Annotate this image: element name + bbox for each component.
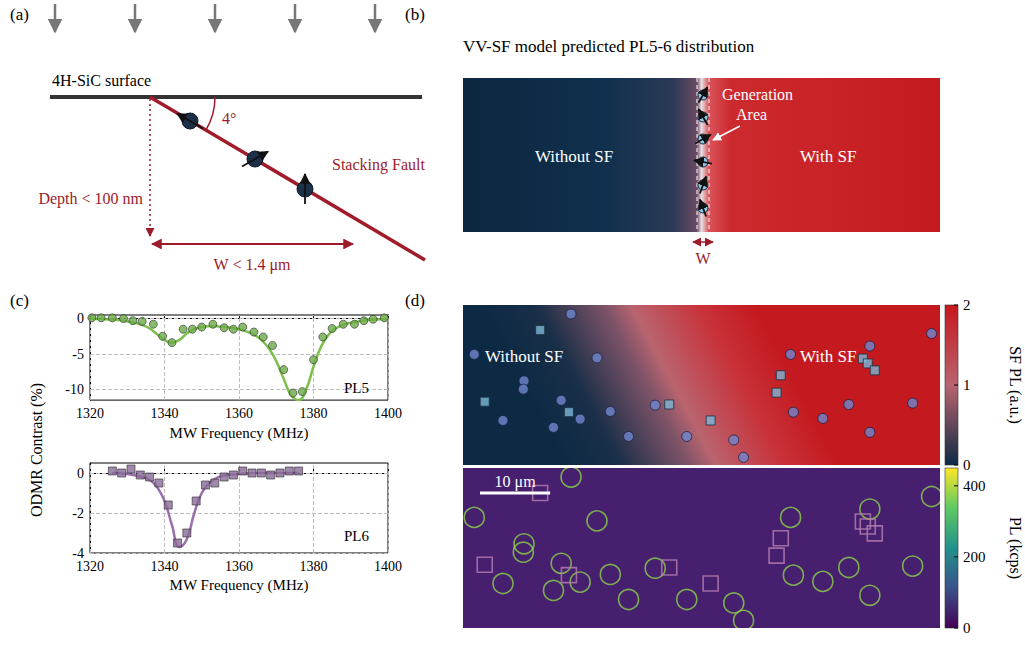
svg-text:2: 2 xyxy=(963,297,971,313)
svg-text:0: 0 xyxy=(963,620,971,636)
svg-text:PL5: PL5 xyxy=(344,380,369,396)
svg-text:1340: 1340 xyxy=(151,559,179,574)
svg-text:Without SF: Without SF xyxy=(535,147,613,166)
svg-text:-5: -5 xyxy=(72,347,84,362)
svg-text:10 μm: 10 μm xyxy=(495,473,537,491)
svg-text:(d): (d) xyxy=(405,291,425,310)
svg-text:200: 200 xyxy=(963,549,986,565)
svg-text:VV-SF model predicted PL5-6 di: VV-SF model predicted PL5-6 distribution xyxy=(463,37,755,56)
svg-text:Area: Area xyxy=(736,106,767,123)
svg-text:Stacking Fault: Stacking Fault xyxy=(332,156,425,174)
svg-text:With SF: With SF xyxy=(800,147,856,166)
svg-text:4°: 4° xyxy=(222,110,236,127)
svg-text:1380: 1380 xyxy=(300,406,328,421)
svg-text:ODMR Contrast (%): ODMR Contrast (%) xyxy=(28,383,46,517)
svg-text:1320: 1320 xyxy=(76,406,104,421)
svg-text:1340: 1340 xyxy=(151,406,179,421)
svg-text:PL6: PL6 xyxy=(344,528,370,544)
svg-text:(a): (a) xyxy=(10,5,29,24)
svg-text:-4: -4 xyxy=(72,545,84,561)
svg-text:With SF: With SF xyxy=(800,347,856,366)
svg-text:Depth < 100 nm: Depth < 100 nm xyxy=(38,190,143,208)
svg-text:-2: -2 xyxy=(72,506,84,521)
svg-text:-10: -10 xyxy=(65,382,84,397)
svg-text:1360: 1360 xyxy=(225,406,253,421)
svg-text:4H-SiC surface: 4H-SiC surface xyxy=(52,72,151,89)
svg-text:1320: 1320 xyxy=(76,559,104,574)
svg-text:W: W xyxy=(695,250,711,267)
svg-text:1360: 1360 xyxy=(225,559,253,574)
svg-text:SF PL (a.u.): SF PL (a.u.) xyxy=(1006,346,1024,424)
svg-text:Without SF: Without SF xyxy=(485,347,563,366)
svg-text:MW Frequency (MHz): MW Frequency (MHz) xyxy=(170,577,309,594)
svg-text:1400: 1400 xyxy=(374,406,402,421)
svg-text:0: 0 xyxy=(963,457,971,473)
svg-text:1380: 1380 xyxy=(300,559,328,574)
svg-text:(b): (b) xyxy=(405,5,425,24)
svg-text:MW Frequency (MHz): MW Frequency (MHz) xyxy=(170,425,309,442)
svg-text:PL (kcps): PL (kcps) xyxy=(1006,517,1024,579)
svg-text:W < 1.4 μm: W < 1.4 μm xyxy=(214,256,291,274)
svg-text:1: 1 xyxy=(963,377,971,393)
svg-text:(c): (c) xyxy=(10,291,29,310)
svg-text:400: 400 xyxy=(963,478,986,494)
svg-text:1400: 1400 xyxy=(374,559,402,574)
svg-text:Generation: Generation xyxy=(722,86,793,103)
svg-text:0: 0 xyxy=(77,311,84,326)
svg-text:0: 0 xyxy=(77,466,84,481)
